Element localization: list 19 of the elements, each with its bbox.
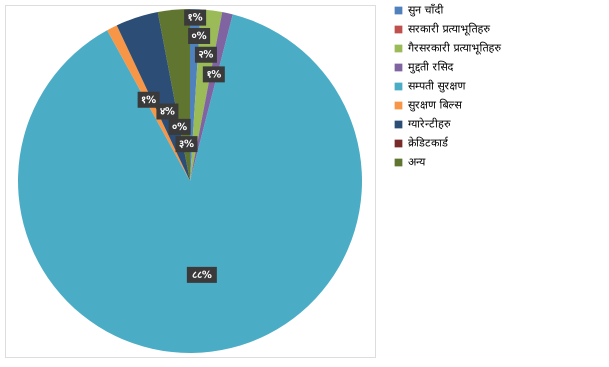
legend-label: सम्पती सुरक्षण (408, 80, 466, 92)
data-label: ८८% (192, 270, 212, 281)
legend-label: सुरक्षण बिल्स (408, 98, 462, 112)
data-label: १% (206, 69, 222, 80)
data-label: ३% (179, 139, 194, 150)
data-label: ४% (160, 106, 175, 118)
legend-label: सरकारी प्रत्याभूतिहरु (408, 22, 490, 36)
pie-slice (18, 14, 362, 353)
text: ०% (172, 122, 188, 133)
text: ०% (192, 30, 207, 42)
legend-label: क्रेडिटकार्ड (408, 136, 449, 150)
legend-label: अन्य (408, 156, 426, 168)
data-label: १% (188, 12, 203, 24)
data-label: २% (198, 50, 214, 61)
legend-label: ग्यारेन्टीहरु (408, 118, 451, 130)
legend-label: मुद्दती रसिद (408, 60, 454, 74)
legend-label: सुन चाँदी (408, 4, 444, 16)
data-label: १% (141, 94, 156, 106)
legend-label: गैरसरकारी प्रत्याभूतिहरु (408, 42, 502, 56)
